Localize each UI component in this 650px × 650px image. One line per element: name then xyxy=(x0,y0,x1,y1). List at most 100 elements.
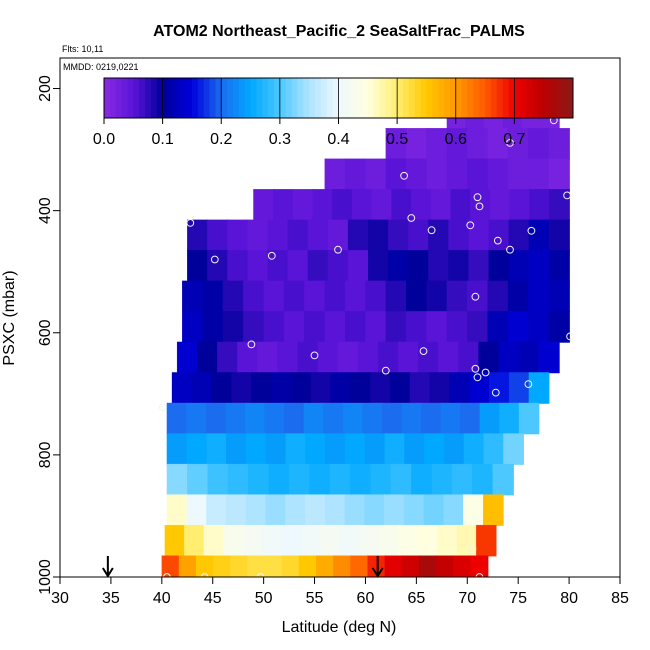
heatmap-cell xyxy=(469,372,491,404)
sample-point xyxy=(468,545,477,553)
heatmap-cell xyxy=(389,372,411,404)
x-tick-label: 35 xyxy=(102,590,120,607)
heatmap-cell xyxy=(166,463,189,496)
sample-point xyxy=(267,251,276,260)
flight-markers xyxy=(102,556,384,578)
heatmap-cell xyxy=(448,219,470,252)
colorbar-segment xyxy=(473,78,480,118)
colorbar-segment xyxy=(232,78,240,118)
heatmap-cell xyxy=(385,158,407,191)
heatmap-cell xyxy=(262,524,283,557)
heatmap-cell xyxy=(479,402,501,435)
heatmap-cell xyxy=(226,494,247,526)
heatmap-cell xyxy=(518,402,540,435)
heatmap-cell xyxy=(548,280,570,313)
heatmap-cell xyxy=(344,280,367,313)
colorbar-segment xyxy=(502,78,510,118)
heatmap-cell xyxy=(317,341,339,374)
heatmap-cell xyxy=(431,463,453,496)
colorbar-segment xyxy=(344,78,351,118)
heatmap-cell xyxy=(327,250,349,282)
sample-point xyxy=(471,292,480,301)
heatmap-cell xyxy=(417,524,439,557)
heatmap-cell xyxy=(364,494,386,526)
colorbar-segment xyxy=(561,78,568,118)
colorbar-segment xyxy=(221,78,228,118)
heatmap-cell xyxy=(385,311,407,343)
heatmap-cell xyxy=(283,311,306,343)
colorbar-segment xyxy=(397,78,404,118)
heatmap-cell xyxy=(263,311,285,343)
heatmap-cell xyxy=(305,433,327,465)
heatmap-cell xyxy=(390,463,413,496)
heatmap-cell xyxy=(187,250,209,282)
sample-point xyxy=(473,373,482,382)
heatmap-cell xyxy=(538,341,560,374)
heatmap-cell xyxy=(371,189,393,221)
heatmap-cell xyxy=(307,219,329,252)
heatmap-cell xyxy=(378,524,400,557)
colorbar-segment xyxy=(244,78,252,118)
heatmap-cell xyxy=(309,463,331,496)
colorbar-segment xyxy=(332,78,339,118)
heatmap-cell xyxy=(277,341,299,374)
colorbar-segment xyxy=(420,78,427,118)
heatmap-cell xyxy=(359,524,380,557)
colorbar-segment xyxy=(279,78,287,118)
heatmap-cell xyxy=(443,433,465,465)
sample-point xyxy=(186,219,195,227)
heatmap-cell xyxy=(227,219,249,252)
heatmap-cell xyxy=(528,250,550,282)
heatmap-cell xyxy=(365,280,387,313)
heatmap-cell xyxy=(492,463,514,496)
sample-point xyxy=(473,193,482,202)
x-tick-label: 70 xyxy=(458,590,476,607)
heatmap-cell xyxy=(429,372,451,404)
heatmap-cell xyxy=(285,433,307,465)
heatmap-cell xyxy=(197,341,219,374)
sample-point xyxy=(491,388,500,397)
heatmap-cell xyxy=(342,402,364,435)
heatmap-cell xyxy=(406,158,428,191)
heatmap-cell xyxy=(325,433,346,465)
heatmap-cell xyxy=(381,402,403,435)
heatmap-cell xyxy=(438,341,460,374)
heatmap-cell xyxy=(267,219,289,252)
sample-point xyxy=(310,351,319,360)
sample-point xyxy=(527,226,536,235)
colorbar-segment xyxy=(262,78,269,118)
heatmap-cell xyxy=(460,402,481,435)
heatmap-cell xyxy=(489,372,510,404)
heatmap-cell xyxy=(388,250,410,282)
heatmap-cell xyxy=(430,189,452,221)
heatmap-cell xyxy=(285,494,307,526)
heatmap-cell xyxy=(463,433,485,465)
colorbar-segment xyxy=(485,78,492,118)
heatmap-cell xyxy=(409,372,431,404)
colorbar-segment xyxy=(156,78,164,118)
colorbar-segment xyxy=(350,78,357,118)
heatmap-cell xyxy=(476,524,497,557)
sample-point xyxy=(210,255,219,264)
heatmap-cell xyxy=(283,280,306,313)
heatmap-cell xyxy=(304,280,326,313)
heatmap-cell xyxy=(247,250,269,282)
heatmap-cell xyxy=(426,311,448,343)
flight-arrow-icon xyxy=(102,556,114,578)
heatmap-cell xyxy=(237,341,259,374)
heatmap-cell xyxy=(248,463,270,496)
heatmap-cell xyxy=(437,524,458,557)
heatmap-cell xyxy=(312,189,334,221)
heatmap-cell xyxy=(351,189,373,221)
colorbar-segment xyxy=(227,78,234,118)
sample-point xyxy=(419,347,428,356)
heatmap-cell xyxy=(287,250,309,282)
heatmap-cell xyxy=(324,494,346,526)
heatmap-cell xyxy=(549,189,570,221)
colorbar-segment xyxy=(238,78,246,118)
heatmap-cell xyxy=(446,311,469,343)
colorbar-segment xyxy=(537,78,545,118)
colorbar-segment xyxy=(361,78,369,118)
heatmap-cell xyxy=(182,280,204,313)
heatmap-cell xyxy=(548,128,570,160)
